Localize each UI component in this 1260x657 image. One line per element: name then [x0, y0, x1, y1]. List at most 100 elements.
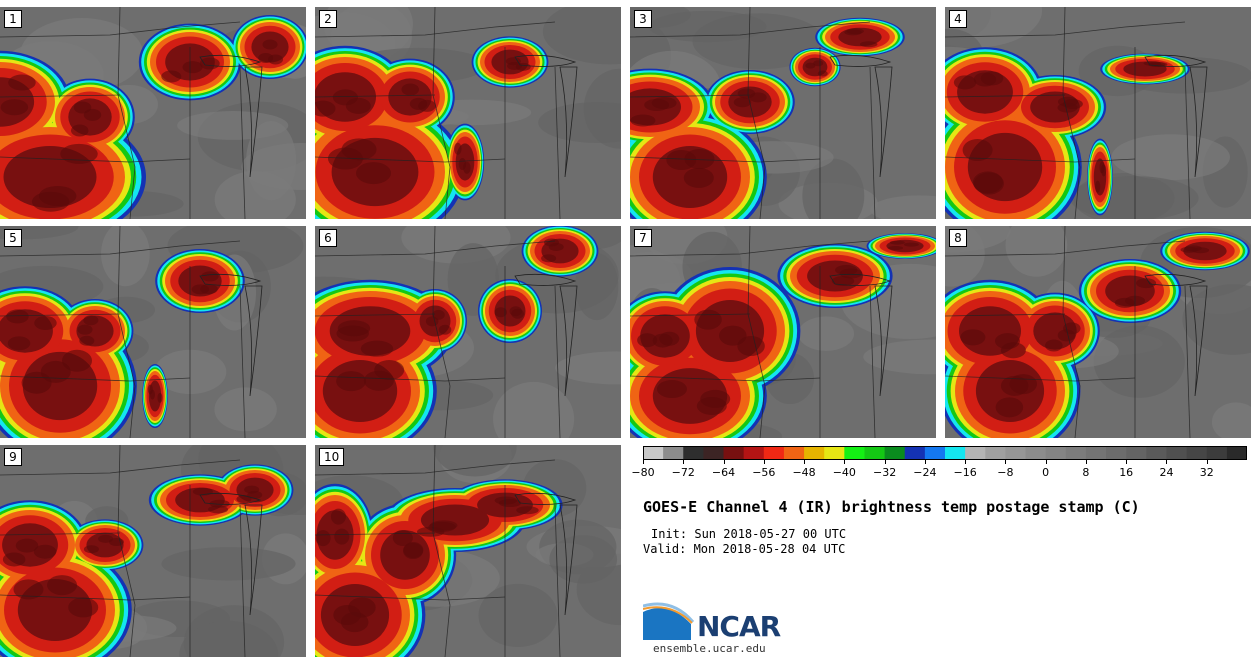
cold-cloud-top [2, 552, 26, 567]
cold-cloud-top [403, 543, 424, 560]
state-border [239, 66, 246, 219]
colorbar-segment [804, 446, 825, 460]
state-border [0, 459, 241, 476]
cold-cloud-top [813, 60, 824, 67]
lake-outline [199, 54, 262, 67]
cold-cloud-top [108, 538, 124, 547]
cold-cloud-top [1000, 375, 1029, 396]
cloud-shade [1005, 226, 1068, 277]
colorbar-segment [1166, 446, 1188, 460]
cold-cloud-top [34, 316, 57, 331]
cold-cloud-top [70, 124, 89, 137]
state-border [117, 7, 136, 219]
lake-outline [244, 504, 263, 616]
colorbar-segment [824, 446, 845, 460]
state-border [315, 459, 556, 476]
colorbar-segment [1146, 446, 1167, 460]
colorbar-tick-label: 8 [1082, 466, 1090, 479]
cold-cloud-top [47, 575, 78, 596]
cold-cloud-top [182, 61, 203, 74]
cold-cloud-top [656, 380, 687, 399]
state-border [0, 532, 121, 536]
cold-cloud-top [62, 349, 93, 372]
cloud-shade [1182, 284, 1251, 355]
valid-time: Valid: Mon 2018-05-28 04 UTC [643, 542, 846, 556]
state-border [0, 375, 191, 382]
cold-cloud-top [208, 505, 229, 514]
cold-cloud-top [83, 315, 99, 326]
map-panel-10: 10 [315, 445, 621, 657]
cold-cloud-top [994, 333, 1020, 350]
state-border [945, 156, 1136, 163]
state-border [945, 313, 1066, 317]
cold-cloud-top [973, 172, 1004, 195]
colorbar [643, 446, 1247, 460]
state-border [315, 94, 436, 98]
satellite-map [0, 7, 306, 219]
map-panel-2: 2 [315, 7, 621, 219]
cloud-shade [542, 7, 621, 65]
cold-cloud-top [831, 276, 855, 287]
state-border [432, 226, 451, 438]
init-time: Init: Sun 2018-05-27 00 UTC [651, 527, 847, 541]
cold-cloud-top [8, 74, 36, 91]
ncar-logo-text: NCAR [697, 610, 781, 643]
lake-outline [559, 66, 578, 178]
cold-cloud-top [315, 100, 336, 117]
colorbar-tick-label: 24 [1159, 466, 1174, 479]
state-border [630, 375, 821, 382]
colorbar-tick-label: −80 [631, 466, 655, 479]
cloud-shade [179, 620, 279, 657]
cold-cloud-top [360, 340, 394, 357]
cold-cloud-top [960, 329, 986, 346]
colorbar-segment [1065, 446, 1087, 460]
panel-label: 3 [634, 10, 652, 28]
cold-cloud-top [418, 99, 436, 112]
colorbar-outline [643, 446, 1247, 460]
colorbar-tick-label: −8 [997, 466, 1014, 479]
state-border [0, 313, 121, 317]
colorbar-segment [1025, 446, 1047, 460]
cold-cloud-top [694, 309, 722, 330]
state-border [315, 21, 556, 38]
cold-cloud-top [247, 490, 263, 499]
cold-cloud-top [157, 392, 163, 403]
state-border [630, 94, 751, 98]
lake-outline [244, 66, 263, 178]
cloud-shade [177, 111, 289, 140]
cold-cloud-top [356, 162, 392, 185]
cold-cloud-top [980, 71, 1004, 86]
state-border [554, 504, 561, 657]
state-border [315, 532, 436, 536]
colorbar-segment [723, 446, 745, 460]
storm-cloud [329, 306, 411, 356]
cloud-shade [493, 381, 575, 438]
colorbar-segment [884, 446, 906, 460]
colorbar-tickmark [1126, 460, 1128, 464]
cold-cloud-top [363, 370, 394, 391]
colorbar-tickmark [804, 460, 806, 464]
satellite-map [315, 445, 621, 657]
cold-cloud-top [200, 284, 218, 295]
lake-outline [559, 504, 578, 616]
map-panel-6: 6 [315, 226, 621, 438]
ncar-logo-icon [643, 602, 695, 640]
colorbar-tick-label: −24 [913, 466, 937, 479]
cold-cloud-top [644, 98, 670, 111]
colorbar-tick-label: 32 [1199, 466, 1214, 479]
state-border [630, 313, 751, 317]
colorbar-segment [743, 446, 765, 460]
cold-cloud-top [1095, 180, 1101, 193]
colorbar-segment [864, 446, 886, 460]
cold-cloud-top [83, 108, 102, 121]
lake-outline [829, 273, 892, 286]
state-border [945, 21, 1186, 38]
colorbar-segment [904, 446, 926, 460]
lake-outline [514, 54, 577, 67]
state-border [747, 7, 766, 219]
cold-cloud-top [438, 324, 452, 335]
cold-cloud-top [511, 308, 524, 319]
colorbar-tickmark [1085, 460, 1087, 464]
cold-cloud-top [995, 397, 1024, 418]
cold-cloud-top [7, 336, 31, 351]
